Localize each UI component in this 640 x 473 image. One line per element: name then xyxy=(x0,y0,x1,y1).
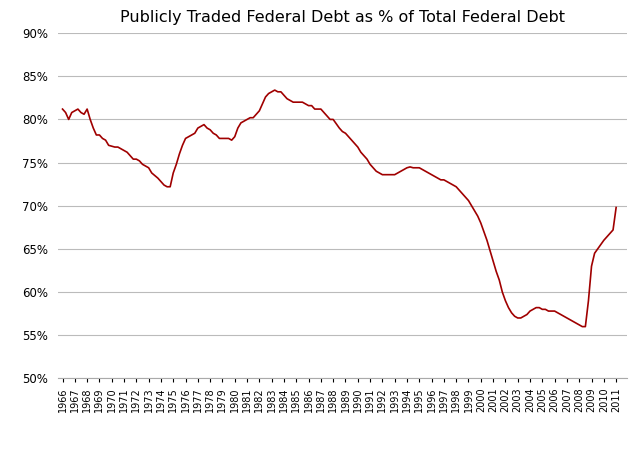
Title: Publicly Traded Federal Debt as % of Total Federal Debt: Publicly Traded Federal Debt as % of Tot… xyxy=(120,10,565,25)
